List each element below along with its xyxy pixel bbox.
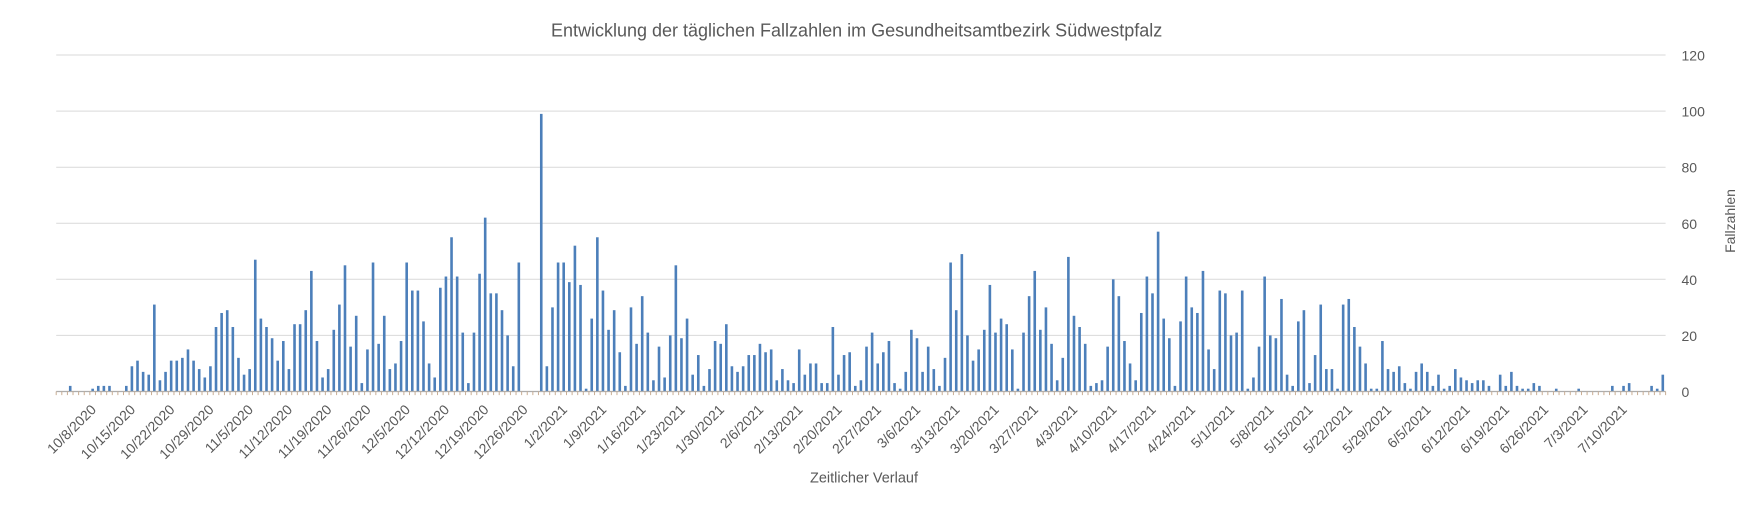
svg-text:40: 40 [1682,272,1698,288]
svg-text:80: 80 [1682,160,1698,176]
svg-text:Zeitlicher Verlauf: Zeitlicher Verlauf [810,471,919,487]
svg-text:0: 0 [1682,384,1690,400]
svg-text:20: 20 [1682,328,1698,344]
svg-text:60: 60 [1682,216,1698,232]
svg-text:120: 120 [1682,48,1706,64]
svg-text:100: 100 [1682,104,1706,120]
svg-text:Entwicklung der täglichen Fall: Entwicklung der täglichen Fallzahlen im … [551,20,1162,40]
svg-text:Fallzahlen: Fallzahlen [1722,189,1738,253]
